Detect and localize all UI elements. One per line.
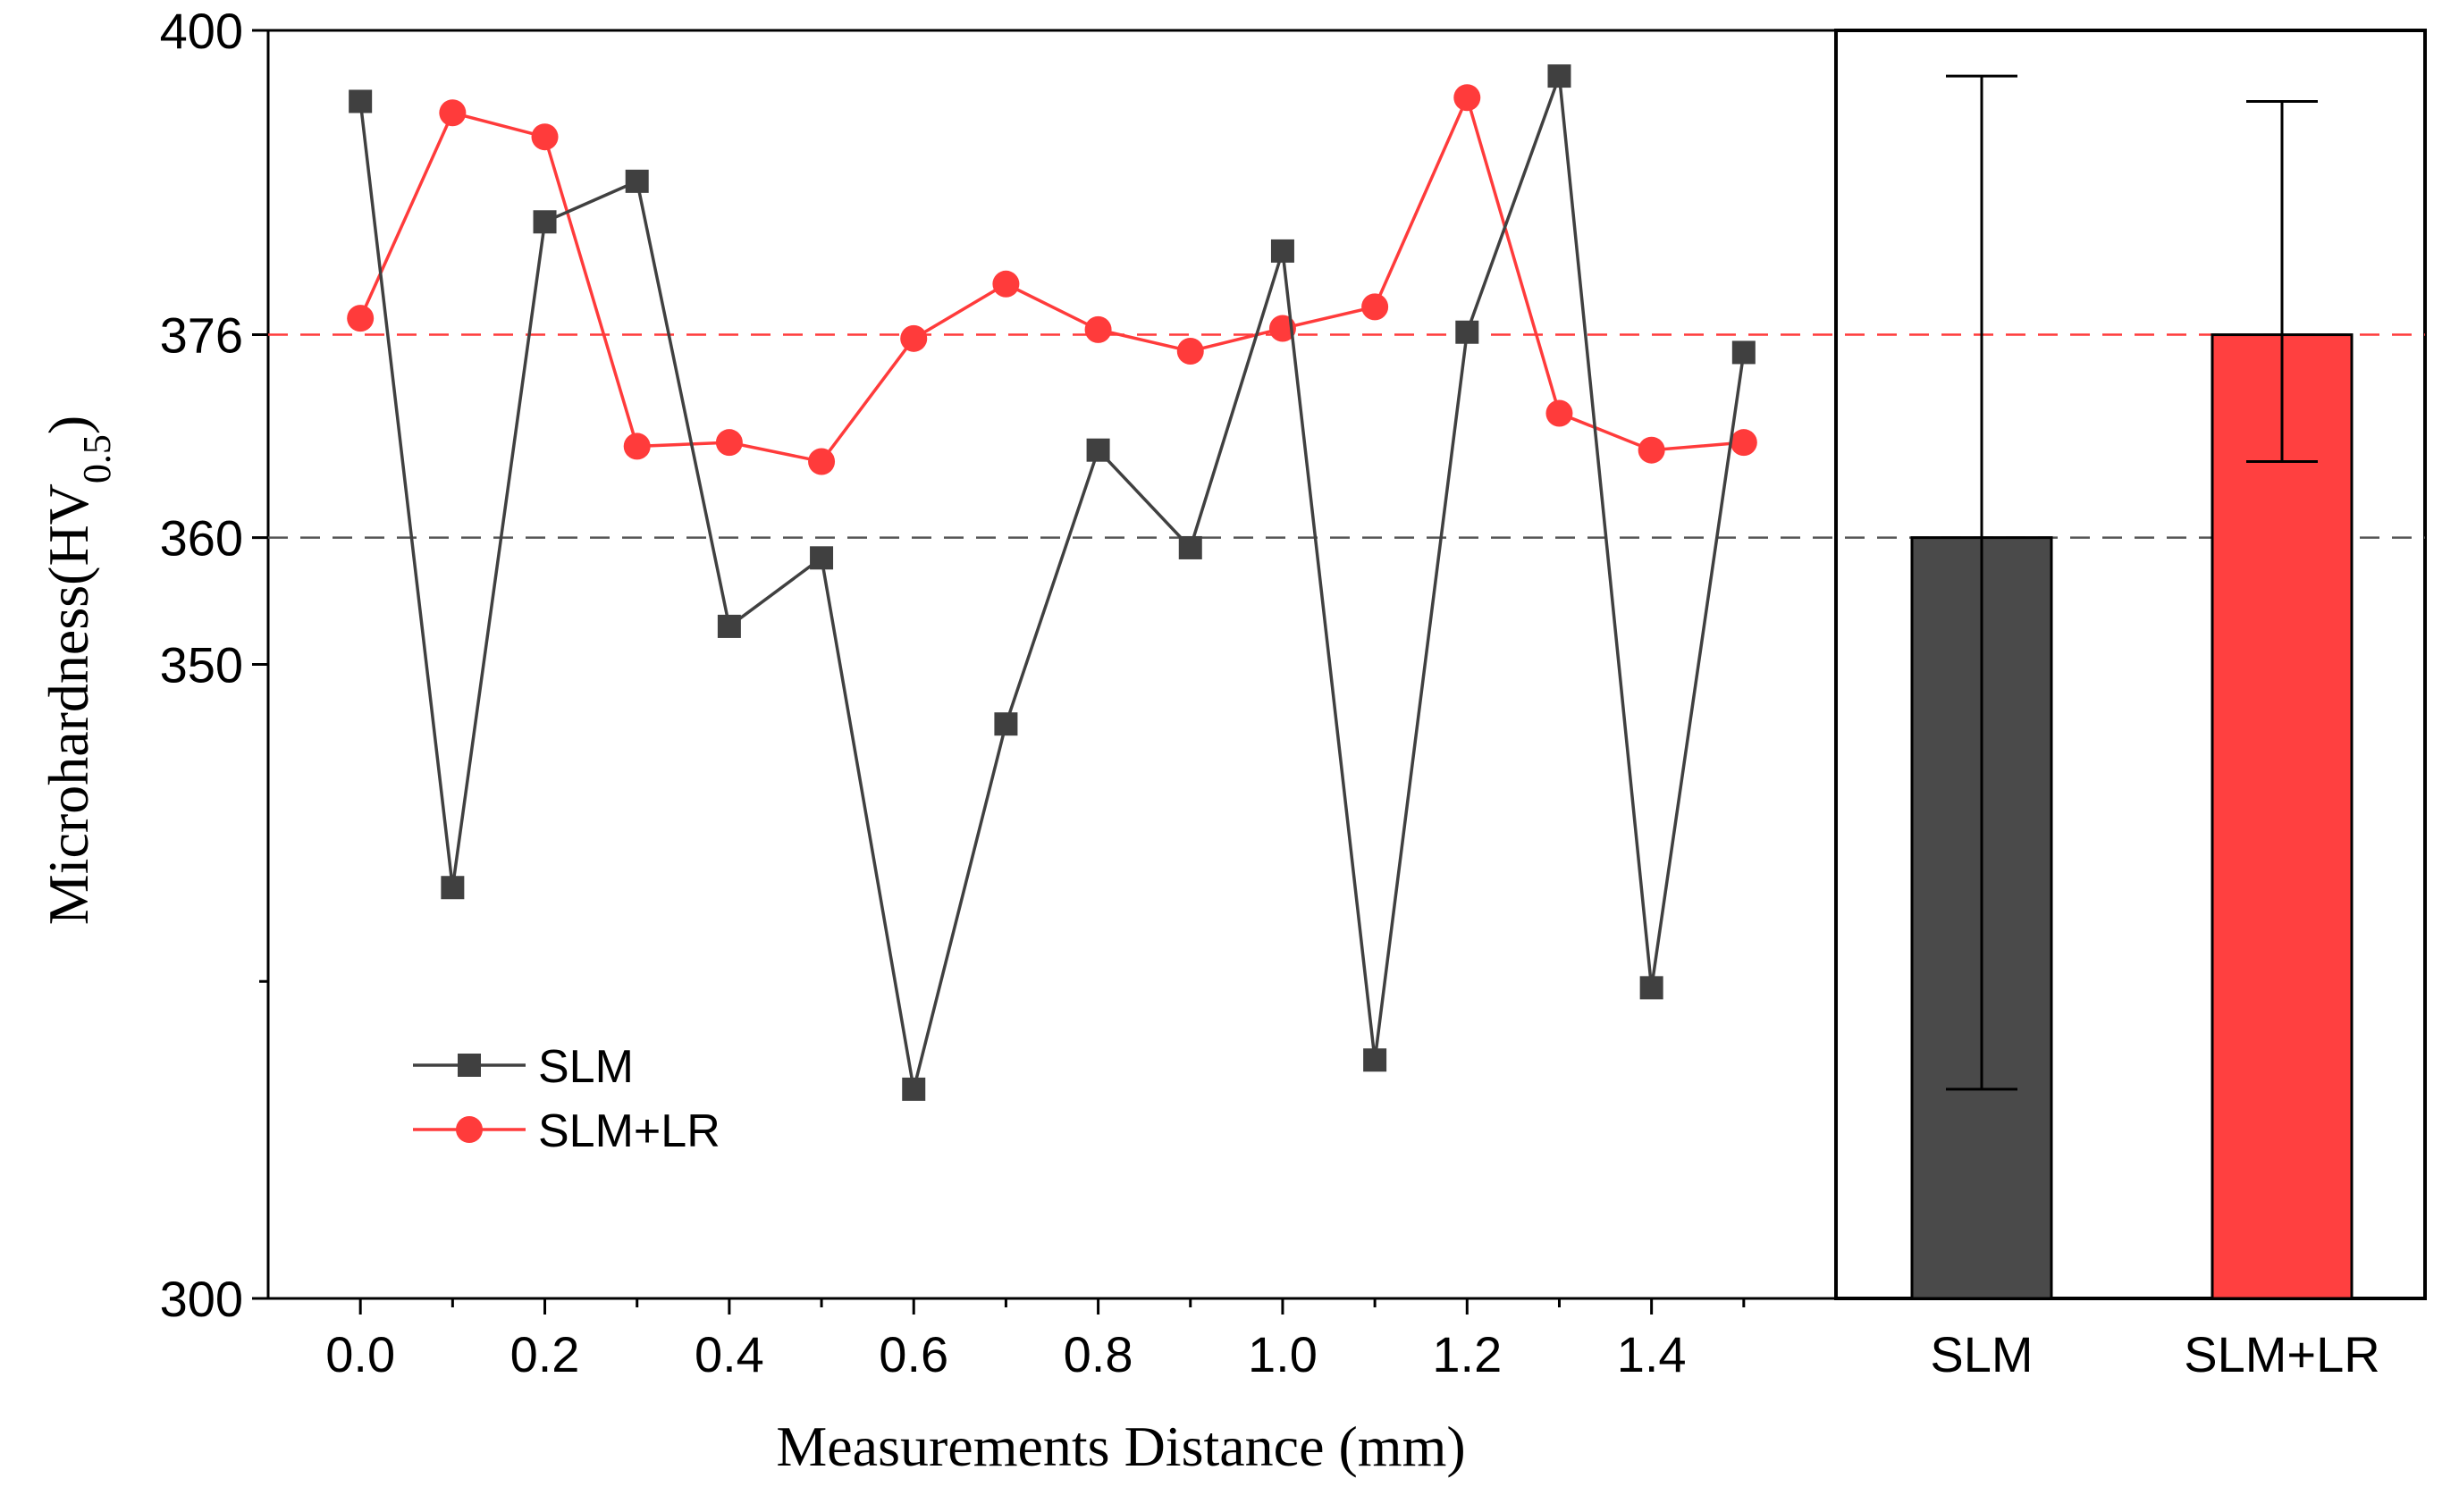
x-axis-title: Measurements Distance (mm)	[776, 1415, 1465, 1478]
y-tick-label-360: 360	[160, 510, 243, 567]
y-axis: 300 350 360 376 400	[160, 3, 268, 1327]
data-point	[1363, 1048, 1387, 1072]
bar-category-label: SLM+LR	[2184, 1326, 2379, 1382]
legend-label: SLM+LR	[538, 1105, 720, 1157]
data-point	[902, 1077, 926, 1101]
x-tick-label-1.0: 1.0	[1248, 1326, 1318, 1382]
data-point	[810, 546, 834, 570]
y-tick-label-300: 300	[160, 1271, 243, 1327]
y-axis-title-close: )	[37, 416, 100, 434]
data-point	[1455, 320, 1479, 344]
data-point	[625, 169, 649, 193]
x-tick-label-0.4: 0.4	[695, 1326, 764, 1382]
data-point	[1361, 293, 1389, 321]
data-point	[441, 876, 465, 900]
data-point	[900, 324, 928, 352]
series-slm-plus-lr	[347, 84, 1757, 475]
bar-slm-plus-lr	[2211, 333, 2354, 1300]
data-point	[1086, 438, 1110, 462]
data-point	[1545, 399, 1573, 427]
y-tick-label-376: 376	[160, 307, 243, 364]
series-line	[358, 75, 1746, 1090]
data-point	[1731, 340, 1756, 365]
x-tick-label-1.2: 1.2	[1432, 1326, 1502, 1382]
legend-marker	[456, 1116, 483, 1143]
data-point	[1638, 436, 1665, 464]
data-point	[533, 210, 557, 234]
x-tick-label-0.2: 0.2	[510, 1326, 580, 1382]
y-tick-label-350: 350	[160, 637, 243, 693]
y-tick-label-400: 400	[160, 3, 243, 59]
legend-entry: SLM+LR	[413, 1105, 720, 1157]
data-point	[349, 89, 373, 113]
legend-entry: SLM	[413, 1041, 634, 1093]
data-point	[717, 614, 741, 638]
data-point	[1270, 239, 1294, 263]
data-point	[992, 270, 1020, 298]
data-point	[1178, 535, 1202, 559]
x-tick-label-0.8: 0.8	[1064, 1326, 1133, 1382]
x-tick-label-1.4: 1.4	[1617, 1326, 1687, 1382]
x-axis: 0.0 0.2 0.4 0.6 0.8 1.0 1.2 1.4	[325, 1298, 1746, 1382]
data-point	[1547, 64, 1571, 88]
bar-panel: SLM SLM+LR	[1910, 74, 2380, 1382]
series-line	[358, 93, 1744, 464]
data-point	[439, 99, 467, 127]
y-axis-title-main: Microhardness(HV	[37, 483, 100, 925]
data-point	[715, 429, 743, 457]
x-tick-label-0.6: 0.6	[879, 1326, 948, 1382]
bar-panel-frame	[1834, 29, 2427, 1300]
data-point	[1084, 315, 1112, 343]
y-axis-title: Microhardness(HV0.5)	[37, 416, 119, 925]
plot-frames	[266, 29, 2427, 1300]
data-point	[623, 433, 651, 460]
data-point	[808, 448, 836, 475]
data-point	[1730, 429, 1757, 457]
y-axis-title-subscript: 0.5	[75, 434, 119, 483]
data-point	[1453, 84, 1481, 112]
data-point	[994, 712, 1018, 736]
legend-label: SLM	[538, 1041, 634, 1093]
data-point	[347, 305, 375, 332]
legend-marker	[458, 1054, 481, 1077]
data-point	[1639, 976, 1663, 1000]
reference-lines	[268, 333, 2425, 539]
data-point	[1176, 338, 1204, 365]
legend: SLM SLM+LR	[413, 1041, 720, 1157]
data-point	[531, 123, 559, 151]
series-slm	[349, 64, 1756, 1101]
line-series	[347, 64, 1757, 1101]
x-tick-label-0.0: 0.0	[325, 1326, 395, 1382]
bar-category-label: SLM	[1930, 1326, 2033, 1382]
